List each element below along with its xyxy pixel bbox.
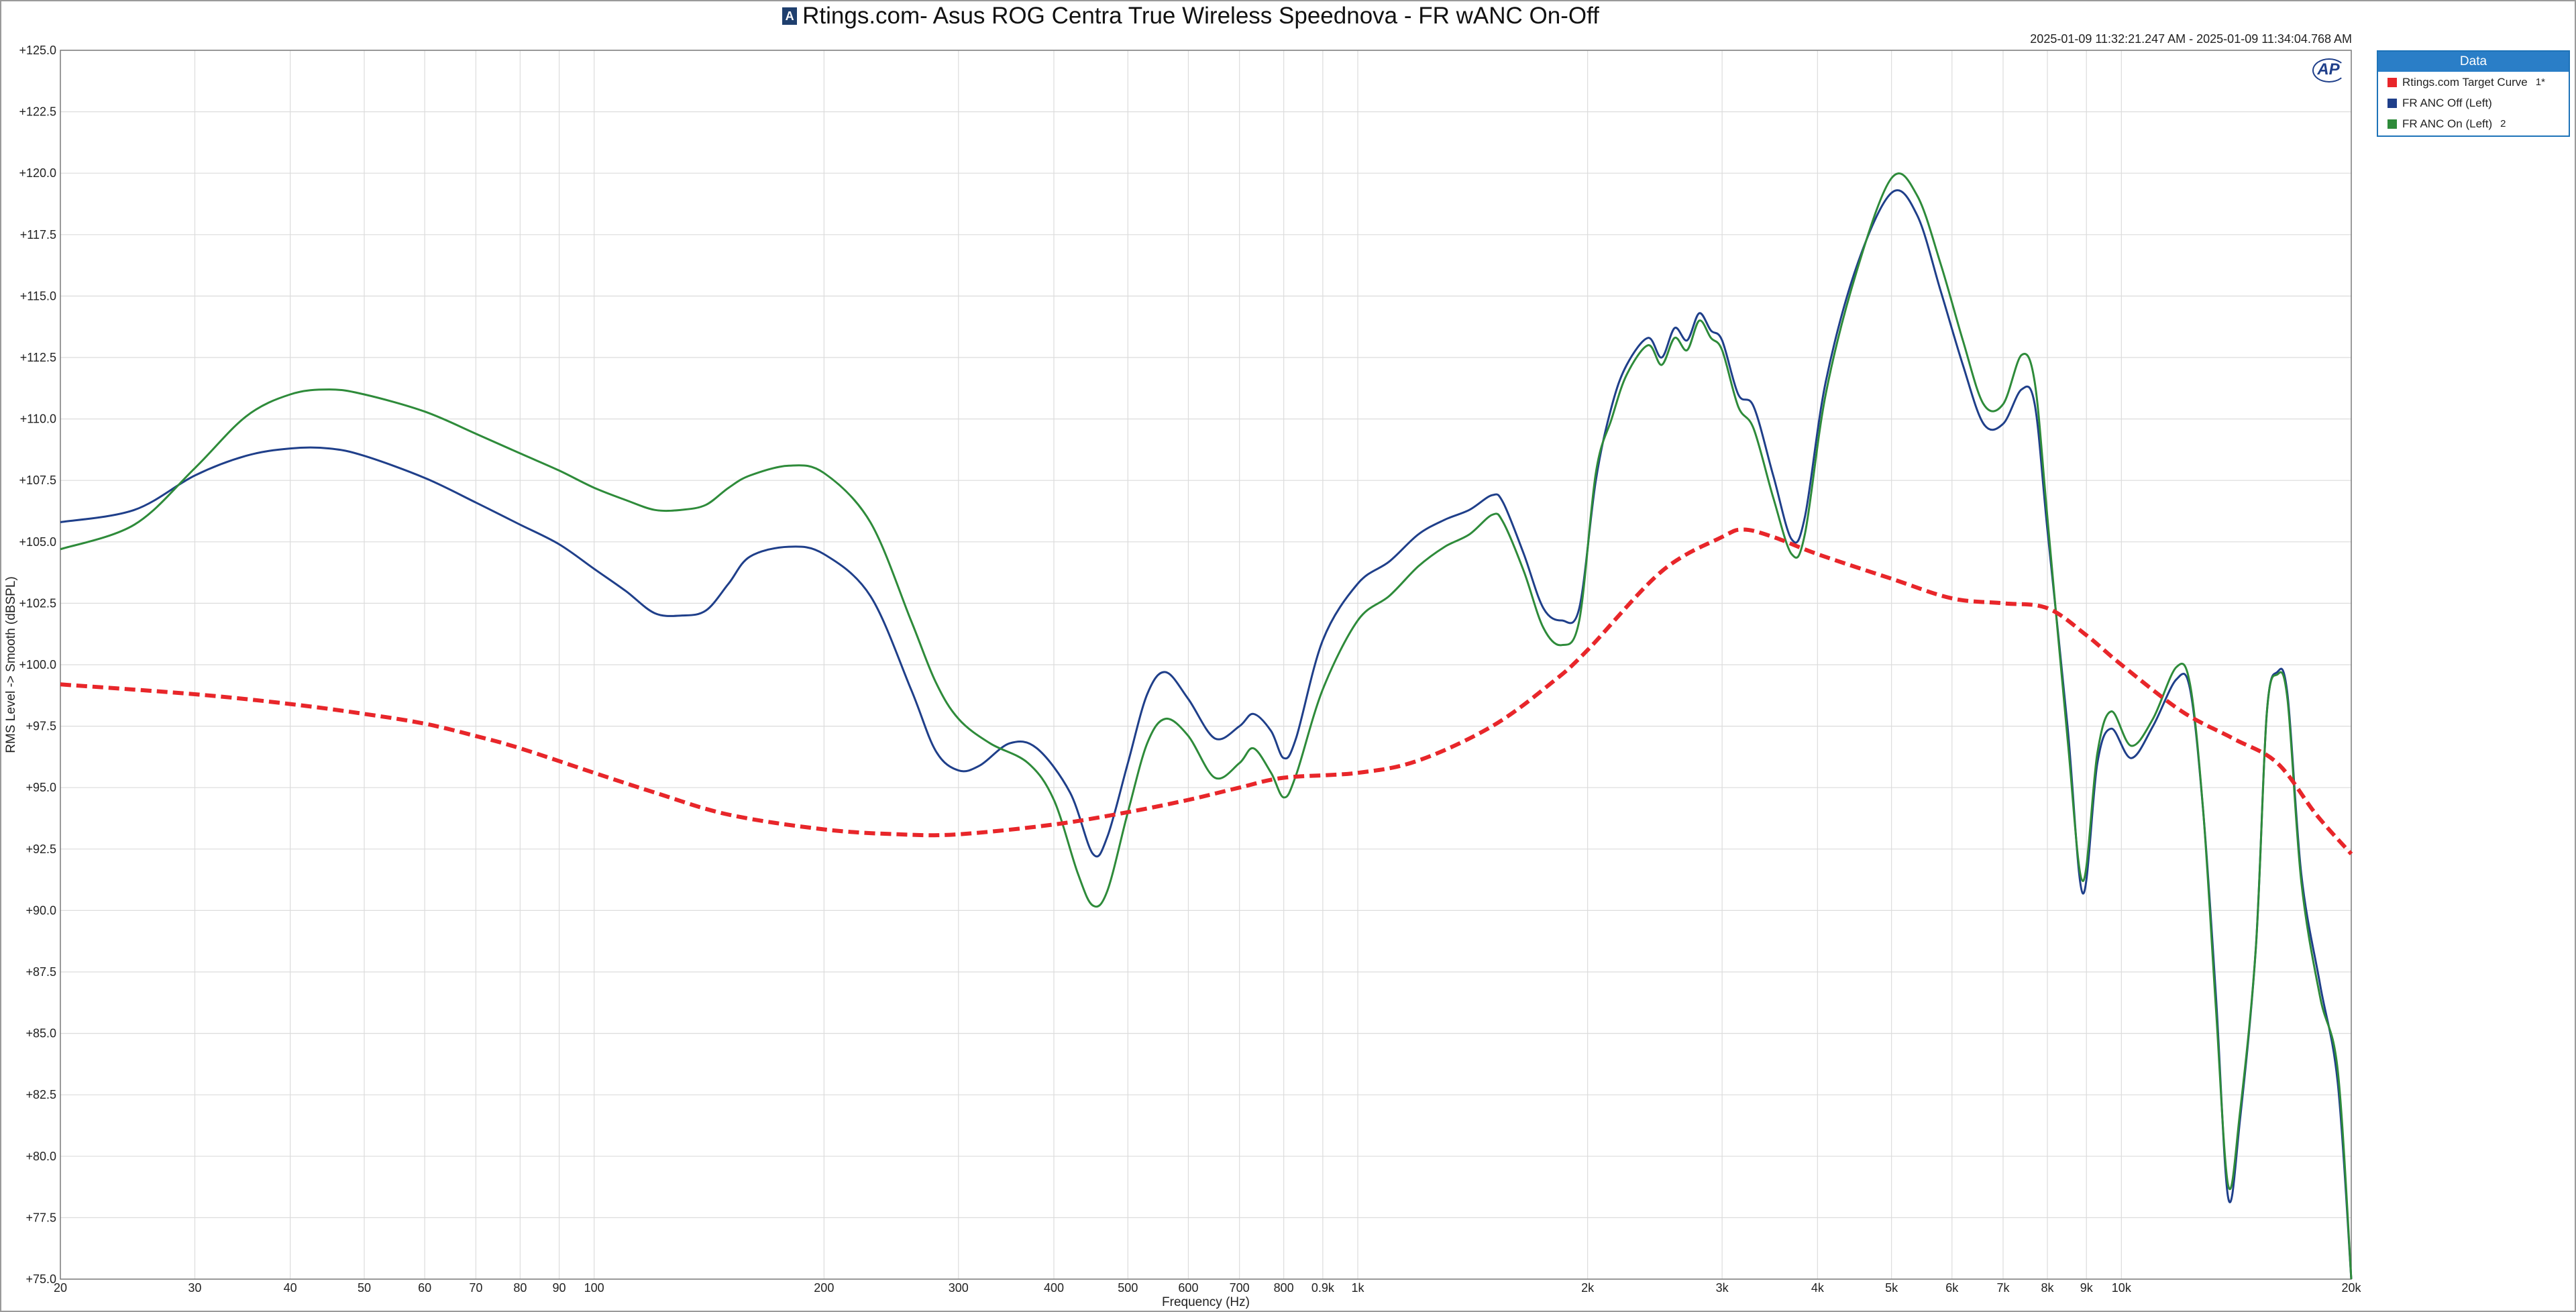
y-tick-label: +77.5: [25, 1211, 56, 1224]
legend-label: FR ANC Off (Left): [2402, 96, 2492, 109]
legend-panel: Data Rtings.com Target Curve 1* FR ANC O…: [2377, 50, 2570, 137]
y-tick-label: +117.5: [20, 228, 56, 241]
y-tick-label: +92.5: [25, 842, 56, 856]
x-tick-label: 8k: [2041, 1281, 2055, 1295]
x-tick-label: 90: [553, 1281, 566, 1295]
x-tick-label: 20: [54, 1281, 67, 1295]
ap-logo-icon: AP: [2312, 58, 2346, 83]
legend-swatch: [2387, 78, 2397, 87]
y-tick-label: +82.5: [25, 1088, 56, 1101]
legend-tag: 2: [2500, 118, 2506, 129]
x-tick-label: 50: [358, 1281, 371, 1295]
legend-swatch: [2387, 99, 2397, 108]
legend-label: FR ANC On (Left): [2402, 117, 2493, 130]
x-tick-label: 5k: [1885, 1281, 1898, 1295]
y-tick-labels: +125.0 +122.5 +120.0 +117.5 +115.0 +112.5 +110…: [19, 44, 56, 1286]
chart-title: Rtings.com- Asus ROG Centra True Wireles…: [802, 3, 1599, 29]
ap-logo-ring: [2312, 58, 2346, 83]
x-tick-label: 3k: [1716, 1281, 1729, 1295]
y-tick-label: +110.0: [20, 413, 56, 426]
legend-header: Data: [2378, 52, 2569, 72]
x-tick-label: 6k: [1945, 1281, 1959, 1295]
x-tick-label: 400: [1044, 1281, 1064, 1295]
legend-item-anc-off[interactable]: FR ANC Off (Left): [2378, 93, 2569, 113]
y-tick-label: +85.0: [25, 1027, 56, 1040]
x-axis-label: Frequency (Hz): [1162, 1295, 1250, 1309]
x-tick-label: 60: [418, 1281, 431, 1295]
x-tick-label: 1k: [1351, 1281, 1364, 1295]
series-line-rtings-com-target-curve: [60, 527, 2353, 856]
x-tick-label: 20k: [2341, 1281, 2361, 1295]
x-tick-label: 40: [284, 1281, 297, 1295]
x-tick-label: 800: [1274, 1281, 1294, 1295]
x-tick-label: 100: [584, 1281, 604, 1295]
y-tick-label: +75.0: [25, 1272, 56, 1286]
y-tick-label: +87.5: [25, 965, 56, 979]
y-tick-label: +120.0: [19, 166, 56, 180]
y-tick-label: +115.0: [20, 289, 56, 303]
y-tick-label: +95.0: [25, 781, 56, 794]
x-tick-label: 4k: [1811, 1281, 1825, 1295]
x-tick-label: 300: [949, 1281, 969, 1295]
y-tick-label: +105.0: [19, 535, 56, 549]
y-tick-label: +122.5: [19, 105, 56, 119]
x-tick-label: 2k: [1581, 1281, 1595, 1295]
legend-item-target-curve[interactable]: Rtings.com Target Curve 1*: [2378, 72, 2569, 93]
x-tick-labels: 20 30 40 50 60 70 80 90 100 200 300 400 500 600 700 800…: [54, 1281, 2362, 1295]
x-tick-label: 10k: [2112, 1281, 2132, 1295]
legend-swatch: [2387, 119, 2397, 129]
y-tick-label: +100.0: [19, 658, 56, 671]
series-line-fr-anc-off-left: [60, 189, 2353, 1280]
x-tick-label: 600: [1178, 1281, 1198, 1295]
grid-lines: [60, 50, 2352, 1280]
x-tick-label: 700: [1230, 1281, 1250, 1295]
y-tick-label: +80.0: [25, 1150, 56, 1163]
x-tick-label: 7k: [1996, 1281, 2010, 1295]
y-tick-label: +97.5: [25, 720, 56, 733]
y-tick-label: +107.5: [19, 474, 56, 487]
measurement-timestamp: 2025-01-09 11:32:21.247 AM - 2025-01-09 …: [2030, 32, 2352, 46]
x-tick-label: 0.9k: [1311, 1281, 1335, 1295]
series-line-fr-anc-on-left: [60, 172, 2353, 1280]
x-tick-label: 500: [1118, 1281, 1138, 1295]
x-tick-label: 30: [188, 1281, 201, 1295]
x-tick-label: 200: [814, 1281, 834, 1295]
x-tick-label: 9k: [2080, 1281, 2094, 1295]
legend-item-anc-on[interactable]: FR ANC On (Left) 2: [2378, 113, 2569, 134]
x-tick-label: 70: [469, 1281, 482, 1295]
y-tick-label: +112.5: [20, 351, 56, 364]
x-tick-label: 80: [513, 1281, 527, 1295]
y-tick-label: +125.0: [19, 44, 56, 57]
legend-label: Rtings.com Target Curve: [2402, 75, 2528, 89]
series-lines: [60, 172, 2353, 1280]
y-axis-label: RMS Level -> Smooth (dBSPL): [4, 576, 18, 753]
plot-border: [60, 50, 2352, 1280]
y-tick-label: +102.5: [19, 596, 56, 610]
y-tick-label: +90.0: [25, 904, 56, 917]
ap-app-icon: A: [782, 7, 798, 25]
legend-tag: 1*: [2535, 76, 2545, 88]
title-bar: A Rtings.com- Asus ROG Centra True Wirel…: [0, 1, 2381, 31]
